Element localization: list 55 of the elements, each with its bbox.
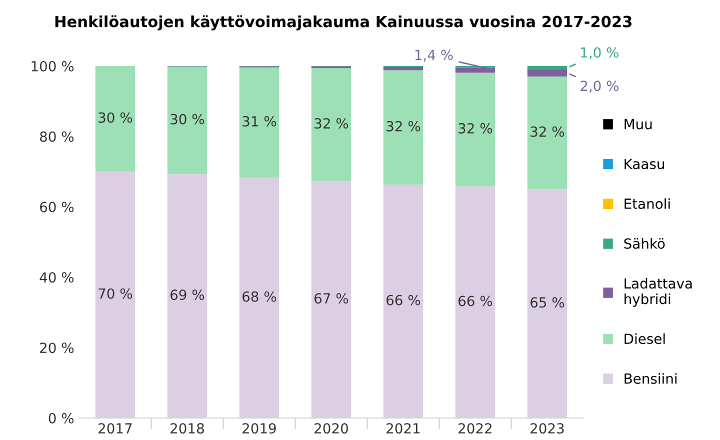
y-tick-label: 20 %	[40, 342, 74, 354]
data-label: 1,4 %	[415, 50, 453, 62]
legend-label: Etanoli	[624, 198, 670, 209]
y-tick-label: 100 %	[32, 60, 74, 72]
data-label: 70 %	[98, 288, 132, 299]
x-tick-label: 2022	[458, 423, 492, 434]
x-tick-label: 2020	[314, 423, 348, 434]
legend-label: Sähkö	[624, 238, 665, 249]
data-label: 65 %	[530, 297, 564, 308]
data-label: 30 %	[98, 112, 132, 123]
legend-label: Diesel	[624, 333, 665, 344]
y-tick-label: 60 %	[40, 202, 74, 212]
y-tick-label: 40 %	[40, 272, 74, 283]
bar	[383, 70, 423, 185]
legend-label: Ladattava hybridi	[624, 278, 692, 307]
y-tick-label: 0 %	[48, 412, 74, 424]
x-tick-label: 2021	[386, 423, 420, 434]
data-label: 30 %	[170, 114, 204, 124]
data-label: 32 %	[386, 120, 420, 132]
bar	[527, 66, 567, 70]
bar	[95, 66, 135, 172]
data-label: 69 %	[170, 290, 204, 300]
data-label: 68 %	[242, 291, 276, 302]
data-label: 32 %	[458, 123, 492, 134]
bar	[455, 186, 495, 418]
data-label: 67 %	[314, 293, 348, 304]
x-tick-label: 2019	[242, 423, 276, 434]
bar	[527, 70, 567, 77]
bar	[239, 178, 279, 418]
data-label: 32 %	[314, 118, 348, 129]
y-tick-label: 80 %	[40, 131, 74, 142]
bar	[95, 172, 135, 418]
bar	[455, 72, 495, 186]
data-label: 66 %	[458, 296, 492, 306]
chart-title: Henkilöautojen käyttövoimajakauma Kainuussa vuosina 2017-2023	[55, 15, 632, 30]
data-label: 66 %	[386, 294, 420, 306]
data-label: 31 %	[242, 116, 276, 127]
legend-label: Bensiini	[624, 373, 677, 384]
bar	[311, 68, 351, 182]
bar	[167, 174, 207, 418]
legend-label: Muu	[624, 119, 652, 130]
bar	[527, 76, 567, 190]
x-tick-label: 2017	[98, 423, 132, 434]
bar	[527, 189, 567, 418]
legend-label: Kaasu	[624, 158, 664, 170]
x-tick-label: 2023	[530, 423, 564, 434]
bar	[167, 66, 207, 174]
bar	[239, 67, 279, 178]
data-label: 32 %	[530, 126, 564, 137]
data-label: 2,0 %	[580, 80, 619, 93]
data-label: 1,0 %	[581, 47, 619, 60]
bar	[383, 67, 423, 70]
x-tick-label: 2018	[170, 423, 204, 434]
bar	[383, 184, 423, 418]
bar	[311, 181, 351, 418]
